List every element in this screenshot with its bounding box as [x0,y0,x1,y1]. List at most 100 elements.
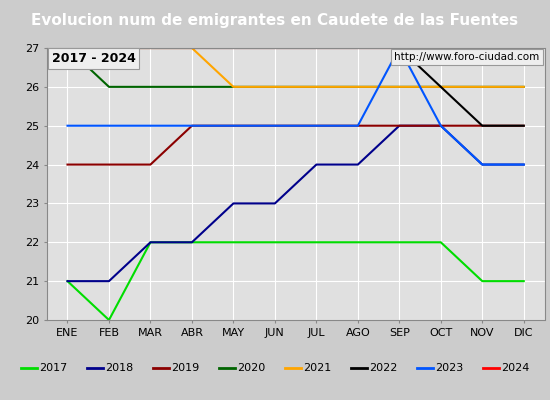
2023 [355,123,361,128]
2017 [313,240,320,245]
2023 [479,162,486,167]
Text: 2019: 2019 [172,363,200,373]
2019 [437,123,444,128]
Line: 2022: 2022 [68,48,524,126]
Text: 2018: 2018 [106,363,134,373]
2024 [189,46,195,50]
2022 [64,46,71,50]
2021 [106,46,112,50]
2019 [313,123,320,128]
2017 [437,240,444,245]
2023 [189,123,195,128]
Text: 2022: 2022 [370,363,398,373]
Text: 2021: 2021 [304,363,332,373]
Line: 2023: 2023 [68,48,524,164]
2017 [106,318,112,322]
2019 [230,123,236,128]
2019 [64,162,71,167]
Line: 2021: 2021 [68,48,524,87]
2024 [230,46,236,50]
2018 [520,162,527,167]
2021 [396,84,403,89]
2017 [272,240,278,245]
2024 [437,46,444,50]
2018 [313,162,320,167]
2021 [230,84,236,89]
Line: 2020: 2020 [68,48,524,87]
2017 [520,279,527,284]
2020 [437,84,444,89]
2017 [230,240,236,245]
2024 [479,46,486,50]
2022 [437,84,444,89]
2018 [437,123,444,128]
Text: http://www.foro-ciudad.com: http://www.foro-ciudad.com [394,52,540,62]
2022 [313,46,320,50]
2017 [479,279,486,284]
2024 [147,46,154,50]
2019 [479,123,486,128]
2020 [313,84,320,89]
2024 [272,46,278,50]
2022 [479,123,486,128]
2023 [437,123,444,128]
2021 [437,84,444,89]
2018 [147,240,154,245]
Line: 2019: 2019 [68,126,524,164]
Text: 2017: 2017 [40,363,68,373]
2018 [230,201,236,206]
2019 [520,123,527,128]
2023 [230,123,236,128]
2019 [272,123,278,128]
2017 [355,240,361,245]
Line: 2018: 2018 [68,126,524,281]
Text: 2024: 2024 [502,363,530,373]
2017 [64,279,71,284]
2019 [355,123,361,128]
2022 [230,46,236,50]
2022 [520,123,527,128]
2020 [64,46,71,50]
2020 [147,84,154,89]
2024 [396,46,403,50]
2022 [147,46,154,50]
2018 [64,279,71,284]
2021 [189,46,195,50]
2019 [106,162,112,167]
2024 [64,46,71,50]
2019 [396,123,403,128]
2021 [355,84,361,89]
2020 [520,84,527,89]
2017 [189,240,195,245]
2018 [189,240,195,245]
Line: 2017: 2017 [68,242,524,320]
Text: Evolucion num de emigrantes en Caudete de las Fuentes: Evolucion num de emigrantes en Caudete d… [31,14,519,28]
Text: 2023: 2023 [436,363,464,373]
2022 [106,46,112,50]
2018 [396,123,403,128]
2020 [189,84,195,89]
2022 [189,46,195,50]
2023 [520,162,527,167]
2018 [355,162,361,167]
2021 [479,84,486,89]
2021 [313,84,320,89]
2017 [147,240,154,245]
2020 [396,84,403,89]
2022 [272,46,278,50]
2019 [189,123,195,128]
2021 [272,84,278,89]
2021 [147,46,154,50]
2022 [396,46,403,50]
2022 [355,46,361,50]
2019 [147,162,154,167]
2024 [106,46,112,50]
2023 [64,123,71,128]
2021 [64,46,71,50]
2017 [396,240,403,245]
Text: 2017 - 2024: 2017 - 2024 [52,52,136,65]
2020 [230,84,236,89]
2023 [272,123,278,128]
2023 [313,123,320,128]
2018 [272,201,278,206]
